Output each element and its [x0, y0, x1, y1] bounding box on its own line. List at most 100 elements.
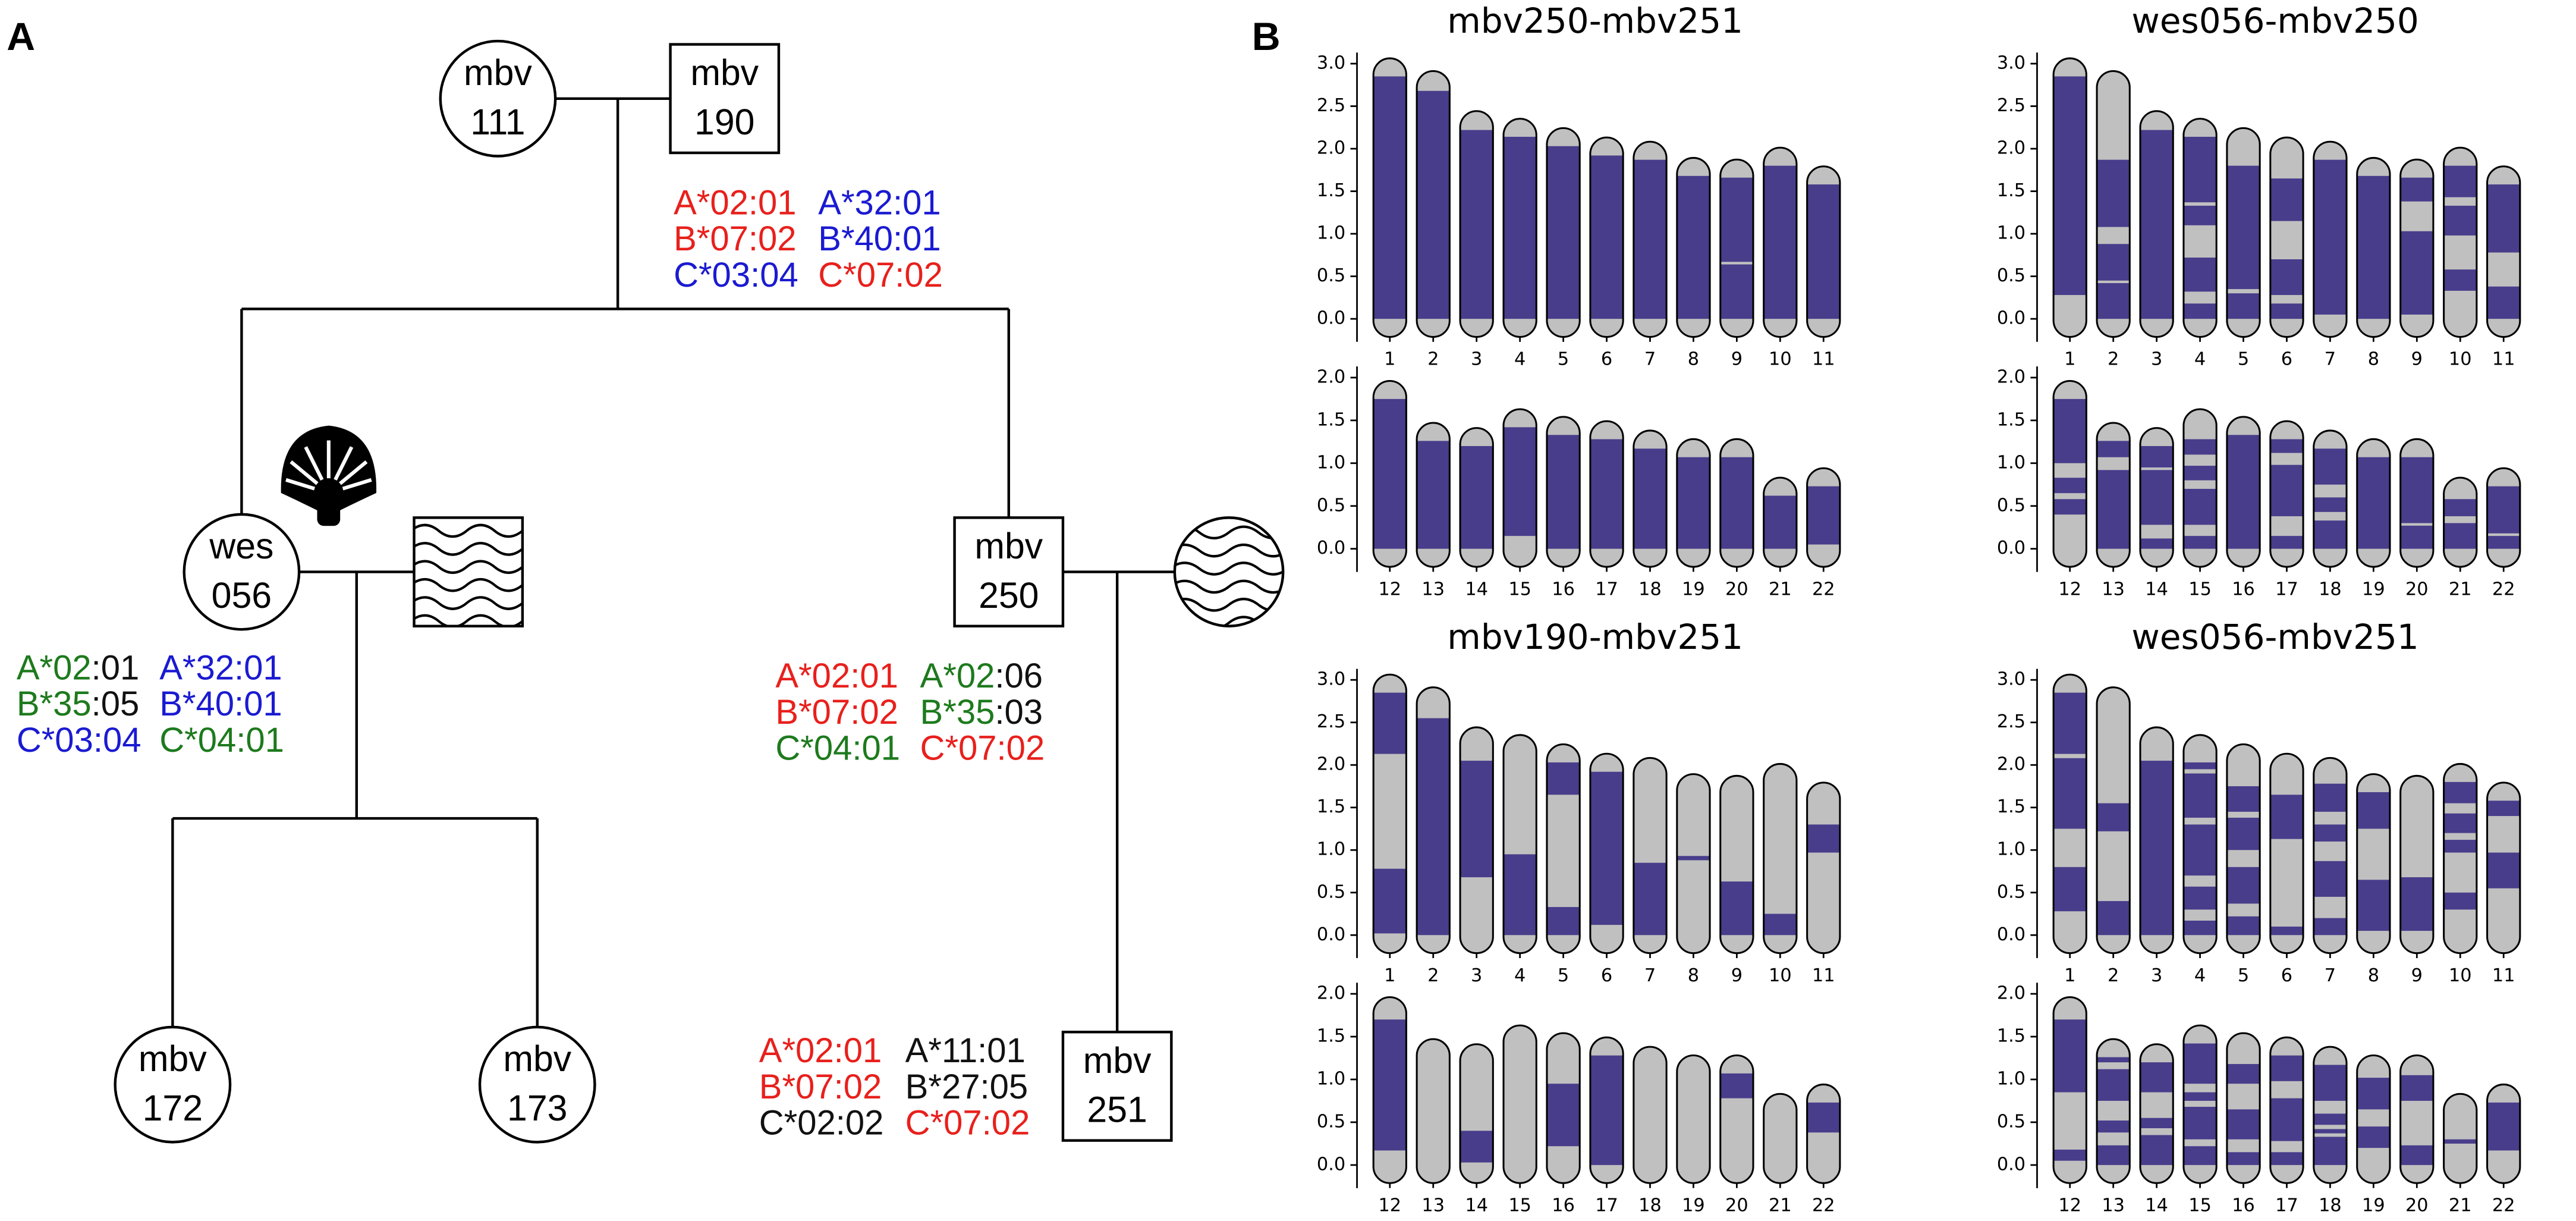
allele-part: :03	[995, 693, 1043, 732]
ibd-segment	[1590, 155, 1624, 319]
x-tick-label: 15	[1508, 1195, 1531, 1216]
ibd-segment	[2400, 525, 2433, 549]
allele-part: A*02	[920, 657, 995, 695]
ibd-segment	[1763, 914, 1797, 936]
ibd-segment	[2270, 536, 2304, 549]
ibd-segment	[2357, 175, 2391, 319]
y-tick-label: 0.0	[1317, 924, 1345, 945]
node-label: wes	[209, 526, 273, 566]
y-tick-label: 0.0	[1997, 924, 2025, 945]
y-tick-label: 2.5	[1997, 711, 2025, 732]
node-label: mbv	[974, 526, 1043, 566]
ibd-segment	[2487, 286, 2520, 319]
ibd-segment	[2226, 435, 2260, 549]
ibd-segment	[2400, 177, 2433, 202]
ibd-segment	[1633, 448, 1667, 549]
x-tick-label: 2	[2108, 965, 2119, 986]
ibd-segment	[2443, 165, 2477, 197]
node-label: 172	[143, 1088, 203, 1128]
chromosome-outline	[1763, 762, 1798, 955]
x-tick-label: 12	[2058, 1195, 2081, 1216]
ibd-segment	[2183, 1043, 2217, 1084]
allele-part: A*02:01	[775, 657, 898, 695]
y-tick-label: 1.5	[1997, 796, 2025, 817]
ibd-segment	[2313, 918, 2347, 936]
x-tick-label: 20	[2405, 1195, 2429, 1216]
y-tick-label: 1.0	[1997, 223, 2025, 244]
ibd-segment	[2270, 1055, 2304, 1081]
x-tick-label: 11	[2492, 965, 2515, 986]
ibd-segment	[2400, 1145, 2433, 1165]
hla-allele: B*40:01	[818, 220, 941, 259]
x-tick-label: 18	[1638, 579, 1662, 599]
ibd-segment	[1807, 184, 1840, 319]
panel-label: A	[7, 15, 35, 59]
ibd-segment	[2183, 488, 2217, 525]
ibd-segment	[2270, 1098, 2304, 1141]
x-tick-label: 2	[1427, 965, 1439, 986]
y-tick-label: 0.0	[1997, 1154, 2025, 1175]
ibd-segment	[1633, 862, 1667, 936]
ibd-segment	[2357, 457, 2391, 549]
ibd-segment	[2053, 76, 2087, 296]
panel-label: B	[1252, 15, 1281, 59]
x-tick-label: 19	[1682, 1195, 1705, 1216]
x-tick-label: 12	[1378, 1195, 1401, 1216]
ibd-segment	[2270, 178, 2304, 221]
y-tick-label: 1.0	[1997, 839, 2025, 860]
ibd-segment	[2487, 486, 2520, 533]
ibd-segment	[2226, 867, 2260, 904]
female-node	[183, 513, 301, 631]
allele-part: B*07:02	[674, 220, 796, 259]
ibd-segment	[2313, 1129, 2347, 1134]
x-tick-label: 3	[1471, 349, 1482, 370]
ibd-segment	[2097, 1057, 2130, 1063]
x-tick-label: 15	[2188, 1195, 2212, 1216]
allele-part: C*04:01	[159, 721, 284, 759]
x-tick-label: 7	[2325, 349, 2336, 370]
x-tick-label: 18	[2319, 579, 2342, 599]
y-tick-label: 3.0	[1317, 669, 1345, 690]
x-tick-label: 18	[2319, 1195, 2342, 1216]
x-tick-label: 4	[2194, 349, 2206, 370]
hla-allele: A*02:01	[17, 649, 139, 688]
y-tick-label: 0.0	[1997, 308, 2025, 329]
ibd-segment	[2443, 813, 2477, 833]
male-node	[953, 516, 1065, 627]
ibd-segment	[2226, 786, 2260, 812]
allele-part: A*02:01	[759, 1031, 882, 1070]
x-tick-label: 13	[1421, 1195, 1445, 1216]
male-node	[1061, 1031, 1173, 1142]
y-tick-label: 3.0	[1997, 53, 2025, 74]
y-tick-label: 2.5	[1317, 95, 1345, 116]
y-tick-label: 0.0	[1317, 1154, 1345, 1175]
chromosome-outline	[1372, 673, 1407, 955]
chromosome-outline	[2269, 752, 2304, 955]
chromosome-outline	[2269, 1036, 2304, 1184]
y-tick-label: 0.5	[1317, 495, 1345, 516]
ibd-segment	[2053, 867, 2087, 912]
ibd-segment	[2183, 762, 2217, 770]
hla-allele: C*03:04	[674, 256, 798, 294]
ibd-segment	[2443, 892, 2477, 910]
chromosome-outline	[1589, 752, 1624, 955]
y-tick-label: 1.5	[1317, 409, 1345, 430]
ibd-segment	[2443, 1139, 2477, 1144]
allele-part: C*07:02	[818, 256, 943, 294]
ibd-segment	[2313, 520, 2347, 549]
y-tick-label: 1.5	[1997, 180, 2025, 201]
ibd-segment	[2270, 303, 2304, 319]
ibd-segment	[2097, 470, 2130, 549]
ibd-segment	[1373, 1019, 1407, 1151]
x-tick-label: 8	[2368, 965, 2379, 986]
chromosome	[1504, 1025, 1537, 1184]
ibd-segment	[2357, 792, 2391, 829]
allele-part: C*02:02	[759, 1104, 884, 1142]
hla-allele: A*02:01	[674, 184, 796, 222]
ibd-segment	[1633, 159, 1667, 319]
y-tick-label: 3.0	[1317, 53, 1345, 74]
y-tick-label: 1.0	[1317, 839, 1345, 860]
chromosome-outline	[2226, 743, 2261, 955]
